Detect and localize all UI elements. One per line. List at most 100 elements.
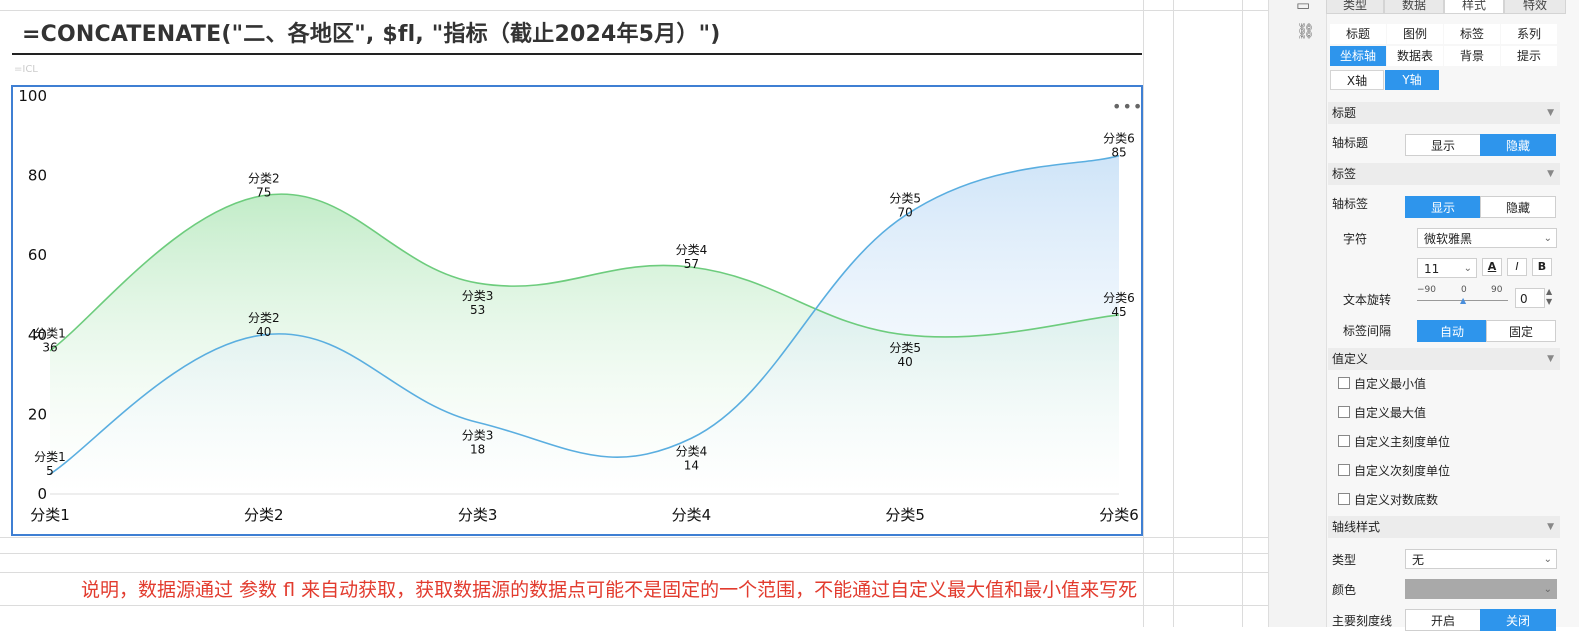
tab-style[interactable]: 样式 xyxy=(1444,0,1504,14)
x-tick-label: 分类4 xyxy=(672,506,712,524)
chevron-down-icon: ⌄ xyxy=(1543,233,1552,244)
custom-minor-unit-checkbox[interactable]: 自定义次刻度单位 xyxy=(1338,462,1450,479)
major-tick-on-button[interactable]: 开启 xyxy=(1405,609,1481,631)
formula-cell-text[interactable]: =CONCATENATE("二、各地区", $fl, "指标（截止2024年5月… xyxy=(22,22,721,47)
data-label-category: 分类3 xyxy=(462,428,494,442)
interval-auto-button[interactable]: 自动 xyxy=(1417,320,1487,342)
panel-gutter xyxy=(1268,0,1326,627)
major-tick-off-button[interactable]: 关闭 xyxy=(1480,609,1556,631)
italic-button[interactable]: I xyxy=(1507,258,1527,276)
line-color-label: 颜色 xyxy=(1332,583,1357,597)
grid-row-line xyxy=(0,553,1268,554)
data-label-category: 分类2 xyxy=(248,172,280,186)
section-value-def[interactable]: 值定义 ▼ xyxy=(1328,348,1560,370)
tab-effects[interactable]: 特效 xyxy=(1504,0,1566,14)
subtab-y-axis[interactable]: Y轴 xyxy=(1385,70,1439,90)
rotate-slider-handle[interactable]: ▲ xyxy=(1460,296,1467,305)
subtab-x-axis[interactable]: X轴 xyxy=(1330,70,1384,90)
data-label-category: 分类6 xyxy=(1103,132,1135,146)
font-color-button[interactable]: A xyxy=(1482,258,1502,276)
grid-row-line xyxy=(0,537,1268,538)
grid-row-line xyxy=(0,10,1268,11)
formula-underline xyxy=(12,53,1142,55)
rotate-slider-track[interactable] xyxy=(1417,300,1508,301)
major-tick-label: 主要刻度线 xyxy=(1332,614,1393,628)
font-family-value: 微软雅黑 xyxy=(1424,232,1473,246)
axis-title-label: 轴标题 xyxy=(1332,136,1369,150)
subtab-series[interactable]: 系列 xyxy=(1501,24,1557,44)
grid-column-line xyxy=(1143,0,1144,627)
axis-label-hide-button[interactable]: 隐藏 xyxy=(1480,196,1556,218)
data-label-value: 5 xyxy=(46,464,54,478)
data-label-value: 40 xyxy=(898,355,913,369)
data-label-category: 分类4 xyxy=(676,243,708,257)
x-tick-label: 分类6 xyxy=(1099,506,1139,524)
data-label-value: 85 xyxy=(1111,146,1126,160)
rotate-mid: 0 xyxy=(1461,285,1467,295)
properties-icon[interactable]: ▭ xyxy=(1296,0,1311,14)
data-label-category: 分类3 xyxy=(462,289,494,303)
grid-column-line xyxy=(1173,0,1174,627)
x-tick-label: 分类5 xyxy=(885,506,925,524)
y-tick-label: 60 xyxy=(28,246,47,264)
data-label-value: 57 xyxy=(684,257,699,271)
subtab-title[interactable]: 标题 xyxy=(1330,24,1386,44)
line-type-select[interactable]: 无 ⌄ xyxy=(1405,549,1557,569)
link-icon[interactable]: ⛓ xyxy=(1296,22,1316,40)
more-options-icon[interactable]: ••• xyxy=(1112,97,1144,116)
section-label[interactable]: 标签 ▼ xyxy=(1328,163,1560,185)
axis-title-hide-button[interactable]: 隐藏 xyxy=(1480,134,1556,156)
data-label-value: 18 xyxy=(470,442,485,456)
axis-label-show-button[interactable]: 显示 xyxy=(1405,196,1481,218)
font-family-select[interactable]: 微软雅黑 ⌄ xyxy=(1417,228,1557,248)
axis-title-show-button[interactable]: 显示 xyxy=(1405,134,1481,156)
custom-max-checkbox[interactable]: 自定义最大值 xyxy=(1338,404,1426,421)
axis-label-label: 轴标签 xyxy=(1332,197,1369,211)
rotate-max: 90 xyxy=(1491,285,1503,295)
chevron-down-icon: ▼ xyxy=(1547,354,1554,364)
chevron-down-icon: ⌄ xyxy=(1543,584,1552,595)
note-text: 说明，数据源通过 参数 fl 来自动获取，获取数据源的数据点可能不是固定的一个范… xyxy=(81,579,1138,601)
custom-log-base-checkbox[interactable]: 自定义对数底数 xyxy=(1338,491,1438,508)
chevron-down-icon: ▼ xyxy=(1547,108,1554,118)
data-label-value: 45 xyxy=(1111,305,1126,319)
subtab-tooltip[interactable]: 提示 xyxy=(1501,46,1557,66)
font-size-value: 11 xyxy=(1424,262,1440,276)
custom-min-checkbox[interactable]: 自定义最小值 xyxy=(1338,375,1426,392)
data-label-category: 分类5 xyxy=(889,341,921,355)
bold-button[interactable]: B xyxy=(1532,258,1552,276)
x-tick-label: 分类1 xyxy=(30,506,70,524)
rotate-stepper-icon[interactable]: ▲ ▼ xyxy=(1546,287,1553,306)
custom-log-base-label: 自定义对数底数 xyxy=(1354,493,1439,507)
y-tick-label: 40 xyxy=(28,326,47,344)
section-title[interactable]: 标题 ▼ xyxy=(1328,102,1560,124)
tab-data[interactable]: 数据 xyxy=(1384,0,1444,14)
series-2-line xyxy=(49,154,1120,475)
x-tick-label: 分类2 xyxy=(244,506,284,524)
grid-column-line xyxy=(1242,0,1243,627)
subtab-label[interactable]: 标签 xyxy=(1444,24,1500,44)
chevron-down-icon: ⌄ xyxy=(1543,554,1552,565)
rotate-label: 文本旋转 xyxy=(1343,293,1392,307)
font-size-select[interactable]: 11 ⌄ xyxy=(1417,258,1477,278)
section-title-label: 标题 xyxy=(1332,106,1357,120)
rotate-min: −90 xyxy=(1417,285,1436,295)
line-type-value: 无 xyxy=(1412,553,1425,567)
y-tick-label: 80 xyxy=(28,167,47,185)
checkbox-icon xyxy=(1338,464,1350,476)
line-color-select[interactable]: ⌄ xyxy=(1405,579,1557,599)
subtab-background[interactable]: 背景 xyxy=(1444,46,1500,66)
data-label-value: 36 xyxy=(42,341,57,355)
chevron-down-icon: ⌄ xyxy=(1463,263,1472,274)
subtab-legend[interactable]: 图例 xyxy=(1387,24,1443,44)
tab-type[interactable]: 类型 xyxy=(1326,0,1384,14)
rotate-value-input[interactable]: 0 xyxy=(1515,288,1545,308)
x-tick-label: 分类3 xyxy=(458,506,498,524)
subtab-datatable[interactable]: 数据表 xyxy=(1387,46,1443,66)
section-axis-style[interactable]: 轴线样式 ▼ xyxy=(1328,516,1560,538)
custom-major-unit-checkbox[interactable]: 自定义主刻度单位 xyxy=(1338,433,1450,450)
section-label-label: 标签 xyxy=(1332,167,1357,181)
subtab-axis[interactable]: 坐标轴 xyxy=(1330,46,1386,66)
custom-max-label: 自定义最大值 xyxy=(1354,406,1427,420)
interval-fixed-button[interactable]: 固定 xyxy=(1486,320,1556,342)
